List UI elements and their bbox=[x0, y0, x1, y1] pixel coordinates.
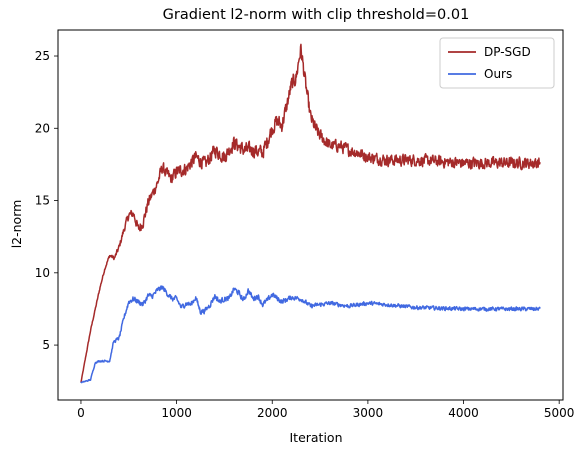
y-axis-label: l2-norm bbox=[9, 200, 24, 249]
y-tick-label: 5 bbox=[42, 338, 50, 352]
y-tick-label: 15 bbox=[35, 194, 50, 208]
x-tick-label: 0 bbox=[77, 406, 85, 420]
x-axis-label: Iteration bbox=[289, 430, 342, 445]
legend-entry: DP-SGD bbox=[484, 45, 531, 59]
x-axis: 0 1000 2000 3000 4000 5000 bbox=[77, 400, 574, 420]
legend: DP-SGD Ours bbox=[439, 37, 555, 89]
y-tick-label: 25 bbox=[35, 49, 50, 63]
chart-title: Gradient l2-norm with clip threshold=0.0… bbox=[163, 7, 470, 23]
x-tick-label: 5000 bbox=[544, 406, 575, 420]
x-tick-label: 2000 bbox=[257, 406, 288, 420]
series-line-ours bbox=[80, 285, 541, 384]
y-tick-label: 20 bbox=[35, 121, 50, 135]
y-tick-label: 10 bbox=[35, 266, 50, 280]
series-line-dp-sgd bbox=[80, 43, 541, 383]
x-tick-label: 1000 bbox=[161, 406, 192, 420]
x-tick-label: 4000 bbox=[448, 406, 479, 420]
y-axis: 5 10 15 20 25 bbox=[35, 49, 58, 352]
x-tick-label: 3000 bbox=[353, 406, 384, 420]
legend-box bbox=[439, 37, 555, 89]
series-layer bbox=[80, 43, 541, 384]
legend-entry: Ours bbox=[484, 67, 512, 81]
plot-frame bbox=[57, 29, 564, 401]
